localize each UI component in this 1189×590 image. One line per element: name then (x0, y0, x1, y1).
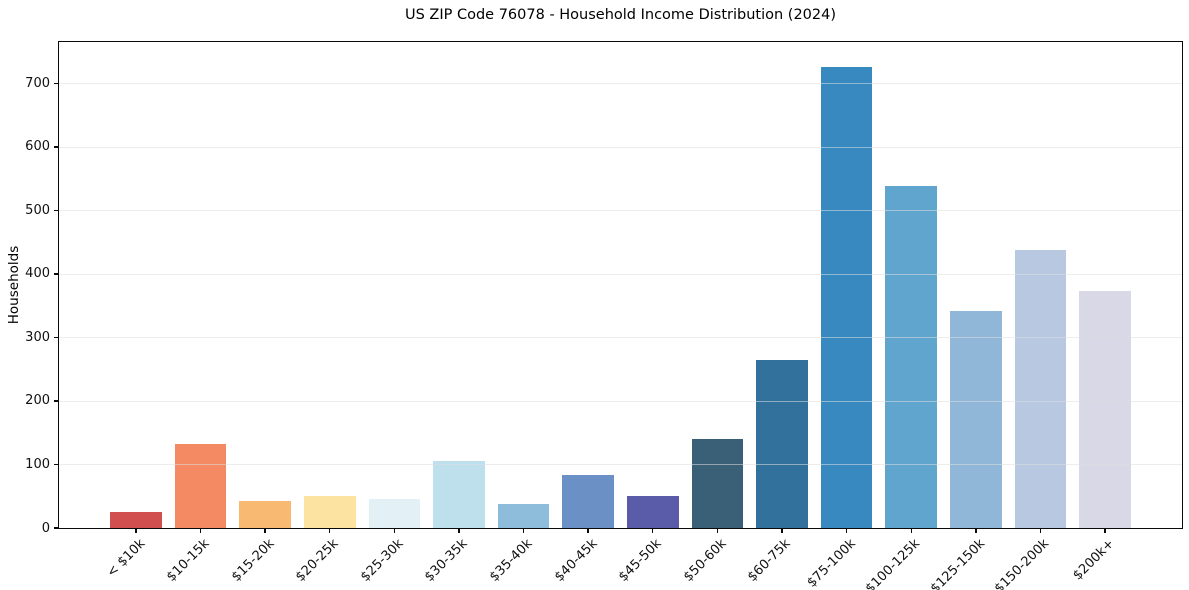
gridline-y-700 (59, 83, 1182, 85)
bar-45-50k (626, 495, 679, 528)
gridline-y-600 (59, 146, 1182, 148)
x-tick-50-60k (716, 528, 719, 533)
bar-100-125k (885, 186, 938, 528)
x-tick-20-25k (329, 528, 331, 533)
bar-40-45k (562, 474, 615, 528)
bar-10-15k (174, 444, 227, 528)
y-tick-300 (54, 336, 59, 339)
y-tick-600 (54, 146, 59, 148)
bar-150-200k (1014, 250, 1067, 528)
x-tick-label-60-75k: $60-75k (745, 536, 794, 585)
x-tick-25-30k (393, 528, 396, 533)
x-tick-label-10-15k: $10-15k (163, 536, 213, 585)
x-tick-label-45-50k: $45-50k (616, 536, 665, 585)
bar-50-60k (691, 439, 744, 528)
y-tick-400 (54, 273, 59, 275)
x-tick-35-40k (522, 528, 525, 533)
x-tick-label-75-100k: $75-100k (804, 536, 859, 590)
y-tick-200 (54, 400, 59, 402)
chart-title: US ZIP Code 76078 - Household Income Dis… (404, 7, 837, 23)
x-tick-200k (1104, 528, 1106, 533)
x-tick-125-150k (975, 528, 977, 533)
bar-15-20k (239, 501, 291, 528)
y-tick-500 (54, 209, 59, 212)
x-tick-label-200k: $200k+ (1069, 536, 1117, 584)
bar-35-40k (497, 503, 550, 528)
x-tick-label-30-35k: $30-35k (422, 536, 471, 585)
y-tick-label-200: 200 (25, 393, 50, 409)
bar-20-25k (303, 496, 356, 528)
x-tick-15-20k (264, 528, 266, 533)
y-tick-label-300: 300 (25, 329, 50, 345)
bar-200k (1079, 291, 1131, 528)
x-tick-label-25-30k: $25-30k (357, 536, 407, 585)
y-tick-label-100: 100 (25, 456, 50, 472)
x-tick-label-10k: < $10k (103, 536, 148, 581)
x-tick-60-75k (781, 528, 783, 533)
x-tick-label-15-20k: $15-20k (228, 536, 278, 585)
x-tick-label-40-45k: $40-45k (551, 536, 601, 585)
x-tick-label-150-200k: $150-200k (992, 536, 1053, 590)
plot-area (59, 42, 1182, 528)
x-tick-75-100k (845, 528, 848, 533)
y-tick-700 (54, 82, 59, 84)
x-tick-45-50k (652, 528, 654, 533)
x-tick-100-125k (910, 528, 912, 533)
x-tick-150-200k (1039, 528, 1042, 533)
bar-25-30k (368, 499, 421, 528)
x-tick-label-50-60k: $50-60k (680, 536, 730, 585)
x-tick-10k (135, 528, 137, 533)
x-tick-label-20-25k: $20-25k (293, 536, 342, 585)
y-tick-0 (54, 527, 59, 529)
gridline-y-300 (59, 337, 1182, 339)
gridline-y-500 (59, 210, 1182, 212)
y-tick-label-700: 700 (25, 75, 50, 91)
x-tick-label-100-125k: $100-125k (862, 536, 924, 590)
bar-75-100k (820, 67, 873, 528)
y-axis-label: Households (6, 245, 22, 325)
gridline-y-400 (59, 273, 1182, 275)
y-tick-label-500: 500 (25, 202, 50, 218)
y-tick-100 (54, 463, 59, 466)
x-tick-30-35k (458, 528, 460, 533)
y-tick-label-0: 0 (41, 520, 50, 536)
gridline-y-200 (59, 400, 1182, 402)
x-tick-label-125-150k: $125-150k (927, 536, 988, 590)
bar-30-35k (433, 460, 485, 528)
y-tick-label-600: 600 (25, 139, 50, 155)
y-tick-label-400: 400 (25, 266, 50, 282)
bar-60-75k (756, 360, 808, 528)
gridline-y-100 (59, 464, 1182, 466)
x-tick-label-35-40k: $35-40k (486, 536, 536, 585)
x-tick-10-15k (199, 528, 202, 533)
x-tick-40-45k (587, 528, 589, 533)
bar-10k (110, 512, 162, 528)
bar-125-150k (950, 310, 1002, 528)
